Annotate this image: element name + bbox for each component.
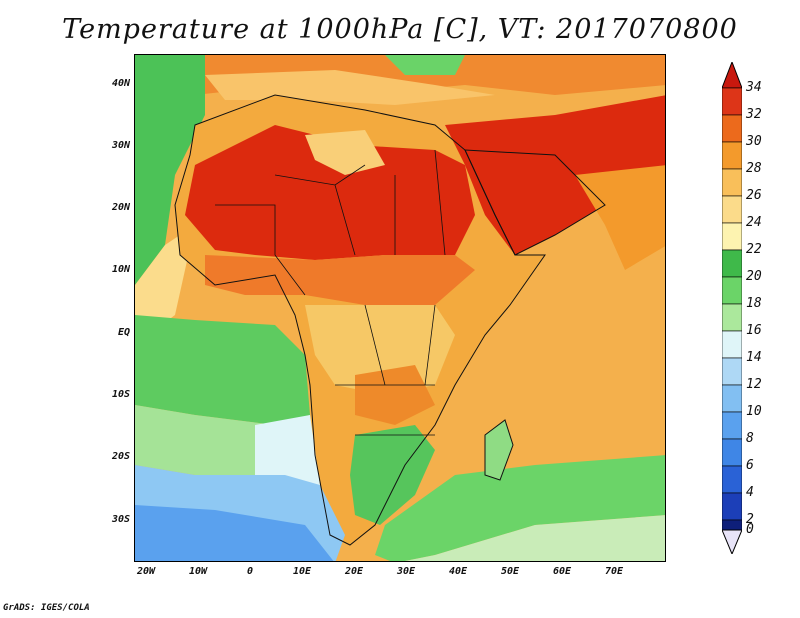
lon-label-20w: 20W <box>136 566 156 577</box>
colorbar-label-2: 2 <box>746 512 754 527</box>
lon-label-40e: 40E <box>448 566 468 577</box>
lon-label-10e: 10E <box>292 566 312 577</box>
colorbar-label-28: 28 <box>746 161 762 176</box>
lon-label-0: 0 <box>246 566 254 577</box>
colorbar-box-28-30 <box>722 141 742 170</box>
colorbar-label-12: 12 <box>746 377 762 392</box>
sahara-hot-zone <box>185 125 475 260</box>
southern-africa-cool <box>350 425 435 525</box>
colorbar-box-14-16 <box>722 330 742 359</box>
india-warm-zone <box>575 165 665 270</box>
colorbar-label-20: 20 <box>746 269 762 284</box>
colorbar-label-10: 10 <box>746 404 762 419</box>
madagascar <box>485 420 513 480</box>
europe-green <box>385 55 465 75</box>
colorbar-label-0: 0 <box>746 522 754 537</box>
sahel-zone <box>205 255 475 305</box>
lat-label-20n: 20N <box>111 202 130 213</box>
colorbar-label-8: 8 <box>746 431 754 446</box>
colorbar-label-26: 26 <box>746 188 762 203</box>
lon-label-60e: 60E <box>552 566 572 577</box>
north-atlantic-cool <box>135 55 205 285</box>
lat-label-eq: EQ <box>117 327 130 338</box>
colorbar-box-8-10 <box>722 411 742 440</box>
arabia-hot-zone <box>445 95 665 255</box>
lat-label-40n: 40N <box>111 78 130 89</box>
credit-text: GrADS: IGES/COLA <box>3 603 90 613</box>
colorbar-label-24: 24 <box>746 215 762 230</box>
border-lines <box>215 149 446 436</box>
lat-label-10s: 10S <box>111 389 130 400</box>
colorbar-box-16-18 <box>722 303 742 332</box>
lon-label-70e: 70E <box>604 566 624 577</box>
southern-ocean-cold <box>135 505 334 561</box>
lat-label-30n: 30N <box>111 140 130 151</box>
colorbar-top-arrow <box>722 62 742 89</box>
colorbar-label-16: 16 <box>746 323 762 338</box>
colorbar-box-12-14 <box>722 357 742 386</box>
colorbar-label-22: 22 <box>746 242 762 257</box>
colorbar-label-18: 18 <box>746 296 762 311</box>
zambia-warm-zone <box>355 365 435 425</box>
colorbar-box-26-28 <box>722 168 742 197</box>
colorbar-box-2-4 <box>722 492 742 521</box>
lat-label-20s: 20S <box>111 451 130 462</box>
colorbar-box-18-20 <box>722 276 742 305</box>
colorbar-box-32-34 <box>722 87 742 116</box>
colorbar-bottom-arrow <box>722 529 742 554</box>
arabia-outline <box>464 149 606 256</box>
lon-label-10w: 10W <box>188 566 208 577</box>
colorbar-box-4-6 <box>722 465 742 494</box>
colorbar-box-20-22 <box>722 249 742 278</box>
colorbar-label-30: 30 <box>746 134 762 149</box>
colorbar-box-30-32 <box>722 114 742 143</box>
colorbar-box-10-12 <box>722 384 742 413</box>
colorbar-label-32: 32 <box>746 107 762 122</box>
lat-label-10n: 10N <box>111 264 130 275</box>
lon-label-50e: 50E <box>500 566 520 577</box>
colorbar-box-0-2 <box>722 519 742 531</box>
madagascar-outline <box>484 419 514 481</box>
colorbar <box>722 62 742 554</box>
south-indian-ocean-green <box>375 455 665 561</box>
lon-label-20e: 20E <box>344 566 364 577</box>
colorbar-label-4: 4 <box>746 485 754 500</box>
colorbar-box-24-26 <box>722 195 742 224</box>
map-canvas <box>135 55 665 561</box>
map-title: Temperature at 1000hPa [C], VT: 20170708… <box>62 14 738 45</box>
south-atlantic-green <box>135 315 310 425</box>
colorbar-box-6-8 <box>722 438 742 467</box>
colorbar-label-34: 34 <box>746 80 762 95</box>
south-indian-ocean-pale <box>405 515 665 561</box>
colorbar-label-14: 14 <box>746 350 762 365</box>
colorbar-label-6: 6 <box>746 458 754 473</box>
lat-label-30s: 30S <box>111 514 130 525</box>
colorbar-box-22-24 <box>722 222 742 251</box>
lon-label-30e: 30E <box>396 566 416 577</box>
temperature-map <box>134 54 666 562</box>
libya-cooler-patch <box>305 130 385 175</box>
